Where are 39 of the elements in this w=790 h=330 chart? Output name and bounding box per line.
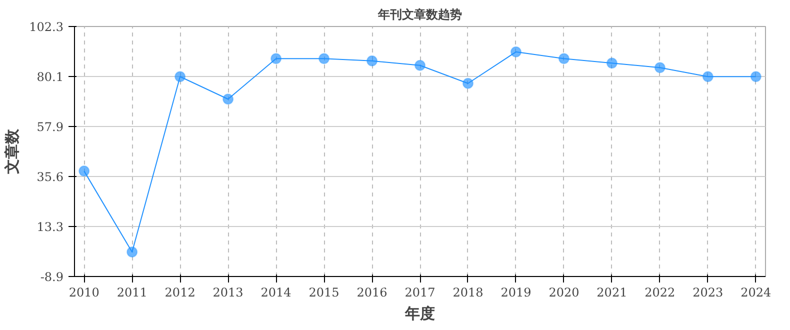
x-tick-label: 2013 [212,286,244,300]
point [270,53,282,64]
point [78,166,90,177]
x-tick-label: 2011 [116,286,148,300]
x-tick-label: 2017 [404,286,436,300]
y-tick-label: 57.9 [36,120,64,134]
point [366,55,378,66]
x-tick-label: 2023 [692,286,724,300]
point [462,78,474,89]
point [654,62,666,74]
y-tick-label: 35.6 [36,170,64,184]
point [414,60,426,71]
x-tick-label: 2020 [548,286,580,300]
y-tick-label: 102.3 [29,20,64,34]
point [702,71,714,82]
point [174,71,186,82]
y-tick-label: -8.9 [40,270,64,284]
y-axis-title: 文章数 [3,128,22,175]
x-tick-label: 2010 [68,286,100,300]
point [510,46,522,58]
point [318,53,330,64]
point [222,94,234,105]
point [126,246,138,258]
y-tick-label: 13.3 [36,220,64,234]
x-axis-title: 年度 [404,304,435,322]
x-tick-label: 2022 [644,286,676,300]
x-tick-label: 2016 [356,286,388,300]
point [558,53,570,64]
x-tick-label: 2015 [308,286,340,300]
chart-title: 年刊文章数趋势 [377,8,462,22]
x-tick-label: 2024 [740,286,772,300]
point [606,58,618,69]
y-tick-label: 80.1 [36,70,64,84]
x-tick-label: 2018 [452,286,484,300]
x-tick-label: 2014 [260,286,292,300]
point [750,71,762,82]
x-tick-label: 2021 [596,286,628,300]
x-tick-label: 2019 [500,286,532,300]
x-tick-label: 2012 [164,286,196,300]
